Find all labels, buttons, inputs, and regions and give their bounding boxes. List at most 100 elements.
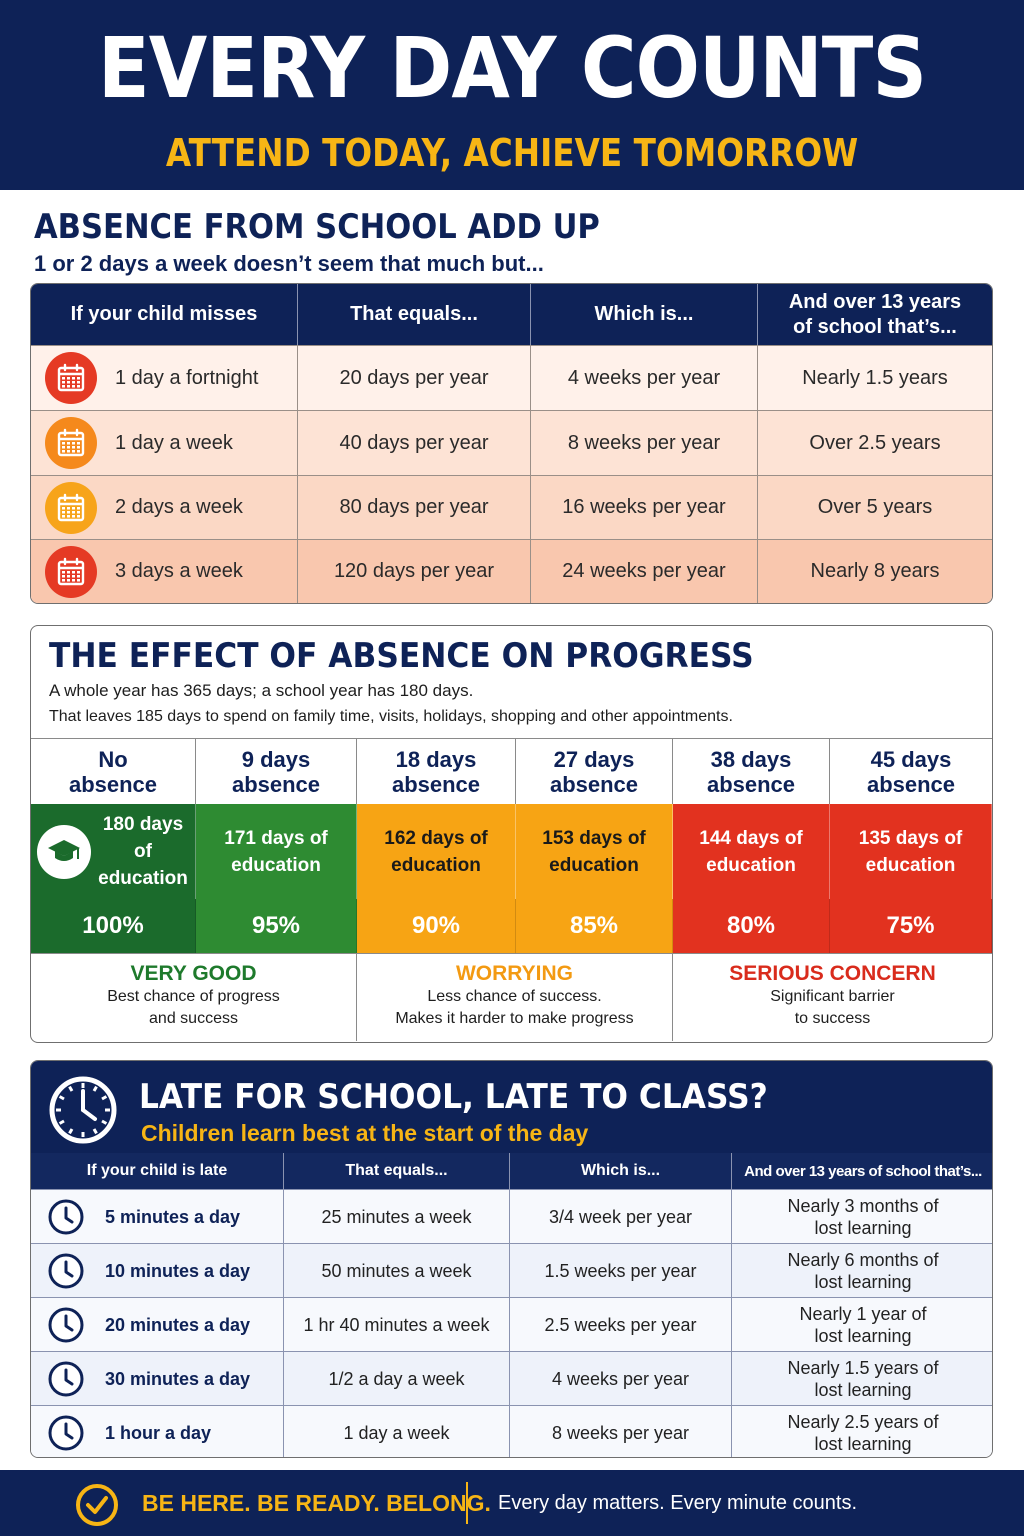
cell-text: Nearly 1 year of (799, 1303, 927, 1324)
table-row: 1 day a week 40 days per year 8 weeks per … (31, 410, 992, 475)
cell-which: 3/4 week per year (510, 1190, 732, 1243)
attendance-percent: 90% (357, 899, 516, 953)
cell-text: lost learning (814, 1271, 912, 1292)
absence-days-label: 27 days absence (516, 739, 673, 804)
checkmark-circle-icon (76, 1484, 118, 1526)
absence-days-label: 18 days absence (357, 739, 516, 804)
late-table: If your child is late That equals... Whi… (31, 1153, 992, 1457)
progress-section: THE EFFECT OF ABSENCE ON PROGRESS A whol… (30, 625, 993, 1043)
table-row: 3 days a week 120 days per year 24 weeks p… (31, 539, 992, 603)
clock-icon (47, 1360, 85, 1398)
clock-icon (49, 1076, 117, 1144)
clock-icon (47, 1252, 85, 1290)
cell-which: 2.5 weeks per year (510, 1298, 732, 1351)
cell-misses: 1 day a week (31, 411, 298, 475)
cell-equals: 1 hr 40 minutes a week (284, 1298, 510, 1351)
attendance-percent: 85% (516, 899, 673, 953)
table-row: 1 day a fortnight 20 days per year 4 weeks… (31, 345, 992, 410)
calendar-icon (45, 481, 97, 534)
progress-intro-line: A whole year has 365 days; a school year… (49, 681, 474, 700)
absence-table: If your child misses That equals... Whic… (30, 283, 993, 604)
progress-percent-row: 100% 95% 90% 85% 80% 75% (31, 899, 992, 953)
cell-equals: 80 days per year (298, 476, 531, 539)
calendar-icon (45, 417, 97, 469)
cell-late: 20 minutes a day (31, 1298, 284, 1351)
status-description: Significant barrier (770, 988, 895, 1005)
absence-days-label: 45 days absence (866, 746, 956, 797)
graduation-cap-icon (37, 824, 91, 879)
progress-absence-row: No absence 9 days absence 18 days absence 2… (31, 738, 992, 804)
status-description: Best chance of progress (107, 988, 280, 1005)
cell-equals: 50 minutes a week (284, 1244, 510, 1297)
clock-icon (47, 1414, 85, 1452)
attendance-percent: 100% (31, 899, 196, 953)
education-days-cell: 180 days of education (31, 804, 196, 899)
absence-days-label: 9 days absence (196, 739, 357, 804)
cell-over13: Over 5 years (817, 496, 933, 518)
table-row: 2 days a week 80 days per year 16 weeks pe… (31, 475, 992, 539)
cell-text: 2 days a week (115, 496, 243, 518)
status-description: and success (149, 1010, 238, 1027)
calendar-icon (45, 545, 97, 598)
education-days-cell: 171 days of education (196, 804, 357, 899)
table-row: 1 hour a day 1 day a week 8 weeks per year… (31, 1405, 992, 1457)
absence-section-subtitle: 1 or 2 days a week doesn’t seem that muc… (34, 251, 544, 276)
cell-over13: Nearly 6 months of lost learning (732, 1244, 992, 1297)
footer-banner: BE HERE. BE READY. BELONG. Every day mat… (0, 1470, 1024, 1536)
table-row: 20 minutes a day 1 hr 40 minutes a week 2.… (31, 1297, 992, 1351)
education-days-label: 180 days of education (98, 814, 188, 889)
cell-misses: 1 day a fortnight (31, 346, 298, 410)
cell-over13: Over 2.5 years (809, 431, 941, 454)
column-header: If your child is late (31, 1153, 284, 1189)
clock-icon (47, 1198, 85, 1236)
cell-which: 24 weeks per year (531, 540, 758, 603)
status-box: VERY GOOD Best chance of progress and succ… (31, 954, 357, 1041)
education-days-cell: 144 days of education (673, 804, 830, 899)
cell-which: 1.5 weeks per year (510, 1244, 732, 1297)
cell-equals: 20 days per year (298, 346, 531, 410)
clock-icon (47, 1306, 85, 1344)
column-header: If your child misses (31, 284, 298, 345)
cell-late: 30 minutes a day (31, 1352, 284, 1405)
late-section-title: LATE FOR SCHOOL, LATE TO CLASS? (139, 1077, 768, 1117)
cell-over13: Nearly 8 years (810, 560, 940, 582)
status-label: SERIOUS CONCERN (729, 962, 936, 985)
column-header: That equals... (298, 284, 531, 345)
cell-text: lost learning (814, 1217, 912, 1238)
cell-text: lost learning (814, 1433, 912, 1454)
page-title: EVERY DAY COUNTS (97, 19, 927, 117)
status-box: WORRYING Less chance of success. Makes it … (357, 954, 673, 1041)
status-description: Makes it harder to make progress (395, 1010, 634, 1027)
cell-misses: 2 days a week (31, 476, 298, 539)
cell-text: lost learning (814, 1379, 912, 1400)
absence-days-label: 38 days absence (673, 739, 830, 804)
late-section-header: LATE FOR SCHOOL, LATE TO CLASS? Children… (31, 1061, 992, 1153)
cell-over13: Nearly 1 year of lost learning (732, 1298, 992, 1351)
column-header: That equals... (284, 1153, 510, 1189)
table-row: 30 minutes a day 1/2 a day a week 4 weeks … (31, 1351, 992, 1405)
cell-text: 5 minutes a day (105, 1206, 241, 1227)
cell-which: 8 weeks per year (510, 1406, 732, 1457)
progress-intro-line: That leaves 185 days to spend on family … (49, 708, 733, 725)
education-days-cell: 162 days of education (357, 804, 516, 899)
cell-late: 5 minutes a day (31, 1190, 284, 1243)
cell-equals: 120 days per year (298, 540, 531, 603)
cell-late: 1 hour a day (31, 1406, 284, 1457)
cell-misses: 3 days a week (31, 540, 298, 603)
cell-text: 1 day a fortnight (115, 366, 259, 389)
cell-which: 8 weeks per year (531, 411, 758, 475)
status-description: Less chance of success. (427, 988, 602, 1005)
cell-which: 4 weeks per year (510, 1352, 732, 1405)
late-table-header: If your child is late That equals... Whi… (31, 1153, 992, 1189)
cell-late: 10 minutes a day (31, 1244, 284, 1297)
attendance-percent: 80% (673, 899, 830, 953)
attendance-percent: 95% (196, 899, 357, 953)
cell-which: 4 weeks per year (531, 346, 758, 410)
cell-text: 1 day a week (115, 431, 233, 454)
absence-section-title: ABSENCE FROM SCHOOL ADD UP (34, 207, 600, 247)
cell-text: Nearly 6 months of (787, 1249, 939, 1270)
footer-slogan: BE HERE. BE READY. BELONG. (142, 1490, 491, 1516)
cell-equals: 1/2 a day a week (284, 1352, 510, 1405)
status-label: WORRYING (455, 962, 574, 985)
footer-divider (466, 1482, 468, 1524)
